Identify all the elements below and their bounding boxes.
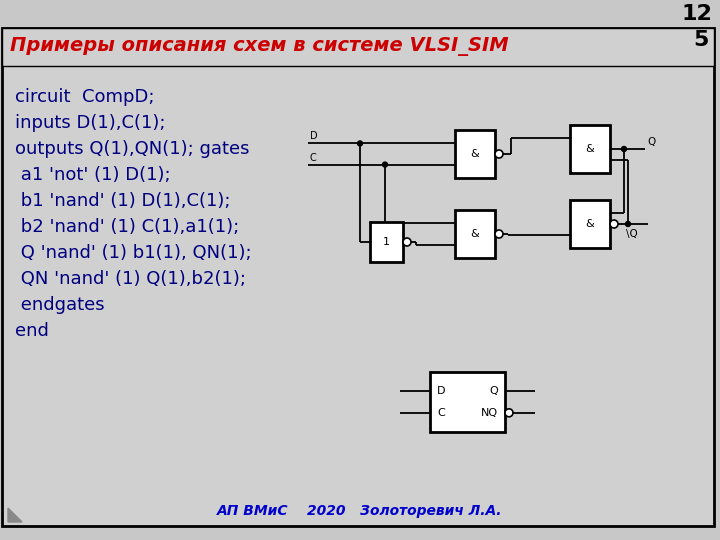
Text: \Q: \Q — [626, 229, 638, 239]
Text: QN 'nand' (1) Q(1),b2(1);: QN 'nand' (1) Q(1),b2(1); — [15, 270, 246, 288]
Circle shape — [358, 141, 362, 146]
Text: Q: Q — [647, 137, 655, 147]
Bar — [455, 210, 495, 258]
Circle shape — [621, 146, 626, 152]
Bar — [430, 372, 505, 432]
Circle shape — [495, 150, 503, 158]
Bar — [370, 222, 403, 262]
Circle shape — [382, 162, 387, 167]
Text: 1: 1 — [383, 237, 390, 247]
Text: a1 'not' (1) D(1);: a1 'not' (1) D(1); — [15, 166, 171, 184]
Text: C: C — [310, 153, 317, 163]
Circle shape — [505, 409, 513, 417]
Text: outputs Q(1),QN(1); gates: outputs Q(1),QN(1); gates — [15, 140, 250, 158]
Text: Примеры описания схем в системе VLSI_SIM: Примеры описания схем в системе VLSI_SIM — [10, 37, 508, 57]
Bar — [455, 130, 495, 178]
Text: NQ: NQ — [481, 408, 498, 418]
Polygon shape — [8, 508, 22, 522]
Text: &: & — [585, 144, 595, 154]
Text: Q 'nand' (1) b1(1), QN(1);: Q 'nand' (1) b1(1), QN(1); — [15, 244, 251, 262]
Bar — [570, 125, 610, 173]
Text: inputs D(1),C(1);: inputs D(1),C(1); — [15, 114, 166, 132]
Text: 12: 12 — [681, 4, 712, 24]
Circle shape — [626, 221, 631, 226]
Text: b1 'nand' (1) D(1),C(1);: b1 'nand' (1) D(1),C(1); — [15, 192, 230, 210]
Text: b2 'nand' (1) C(1),a1(1);: b2 'nand' (1) C(1),a1(1); — [15, 218, 239, 236]
Text: end: end — [15, 322, 49, 340]
Text: 5: 5 — [693, 30, 709, 50]
Text: &: & — [471, 149, 480, 159]
Text: Q: Q — [490, 386, 498, 396]
Bar — [2, 28, 714, 66]
Circle shape — [403, 238, 411, 246]
Text: endgates: endgates — [15, 296, 104, 314]
Bar — [570, 200, 610, 248]
Text: D: D — [437, 386, 446, 396]
Text: C: C — [437, 408, 445, 418]
Text: &: & — [471, 229, 480, 239]
Text: АП ВМиС    2020   Золоторевич Л.А.: АП ВМиС 2020 Золоторевич Л.А. — [217, 504, 503, 518]
Circle shape — [610, 220, 618, 228]
Text: &: & — [585, 219, 595, 229]
Text: D: D — [310, 131, 318, 141]
Circle shape — [495, 230, 503, 238]
Text: circuit  CompD;: circuit CompD; — [15, 88, 155, 106]
